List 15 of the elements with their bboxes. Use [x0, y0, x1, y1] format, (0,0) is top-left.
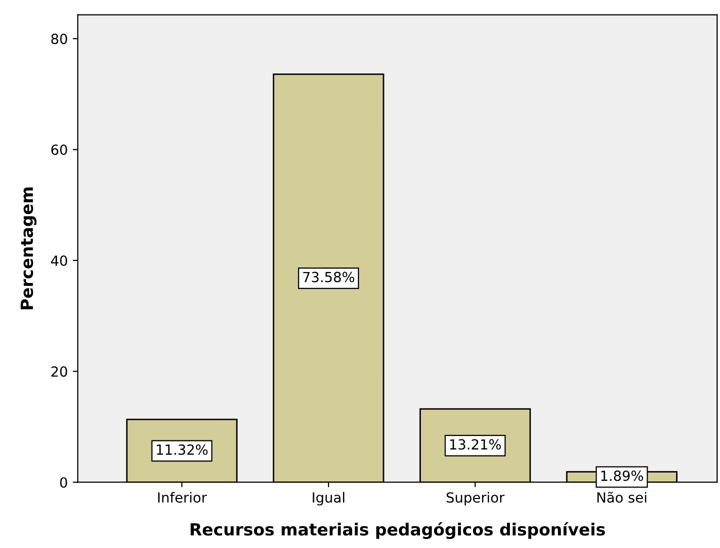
y-tick-label: 80 [51, 34, 68, 44]
data-label: 13.21% [450, 439, 501, 450]
x-tick-label: Não sei [597, 492, 646, 503]
data-label: 73.58% [303, 272, 354, 282]
x-tick-label: Superior [446, 492, 505, 506]
y-tick-label: 60 [51, 144, 68, 156]
x-tick-label: Igual [312, 492, 344, 506]
y-tick-label: 0 [60, 477, 68, 488]
x-tick-label: Inferior [158, 492, 207, 503]
data-label: 11.32% [156, 444, 208, 455]
y-axis-title: Percentagem [20, 188, 36, 310]
data-label: 1.89% [601, 470, 644, 482]
x-axis-title: Recursos materiais pedagógicos disponíveis [190, 522, 605, 539]
y-tick-label: 40 [51, 255, 68, 266]
y-tick-label: 20 [51, 366, 68, 377]
